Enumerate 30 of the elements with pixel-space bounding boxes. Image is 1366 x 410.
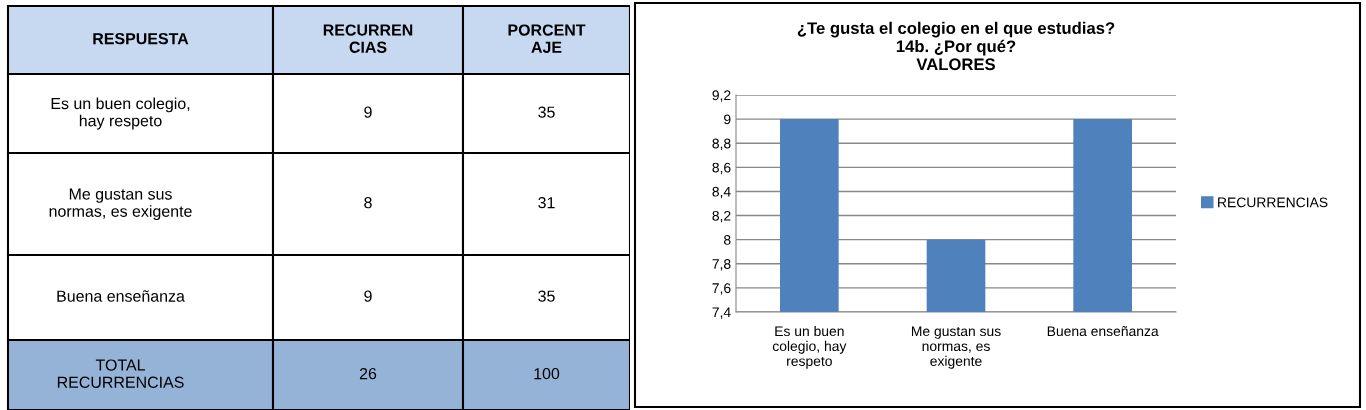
legend-label: RECURRENCIAS	[1218, 197, 1328, 208]
category-label: TOTAL RECURRENCIAS	[57, 359, 184, 388]
x-tick-label: Buena enseñanza	[1047, 325, 1159, 337]
text: 100	[534, 367, 560, 380]
category-label: Es un buen colegio, hay respeto	[51, 97, 190, 130]
text: 8	[364, 196, 372, 209]
y-tick-label: 8,4	[712, 186, 731, 199]
category-label: Me gustan sus normas, es exigente	[49, 188, 192, 221]
text: 35	[538, 106, 555, 118]
category-label: PORCENT AJE	[508, 24, 586, 53]
text: 31	[538, 196, 555, 209]
x-tick-label: Me gustan sus normas, es exigente	[911, 326, 1001, 369]
category-label: RECURREN CIAS	[323, 24, 413, 53]
category-label: RESPUESTA	[93, 32, 189, 45]
y-tick-label: 7,6	[712, 283, 731, 295]
y-tick-label: 8,8	[712, 138, 731, 151]
y-tick-label: 8,2	[712, 210, 731, 223]
x-tick-label: Es un buen colegio, hay respeto	[772, 325, 847, 369]
text: 26	[359, 367, 377, 380]
text: 35	[538, 290, 555, 302]
y-tick-label: 8,6	[712, 162, 731, 175]
y-tick-label: 9,2	[712, 90, 731, 102]
text: 9	[364, 290, 372, 302]
chart-title: ¿Te gusta el colegio en el que estudias? 14b. ¿Por qué? VALORES	[797, 21, 1115, 71]
y-tick-label: 7,8	[712, 259, 731, 271]
category-label: Buena enseñanza	[57, 290, 185, 302]
text: 9	[364, 106, 372, 118]
y-tick-label: 8	[724, 235, 731, 245]
y-tick-label: 9	[724, 114, 731, 125]
y-tick-label: 7,4	[712, 307, 731, 319]
